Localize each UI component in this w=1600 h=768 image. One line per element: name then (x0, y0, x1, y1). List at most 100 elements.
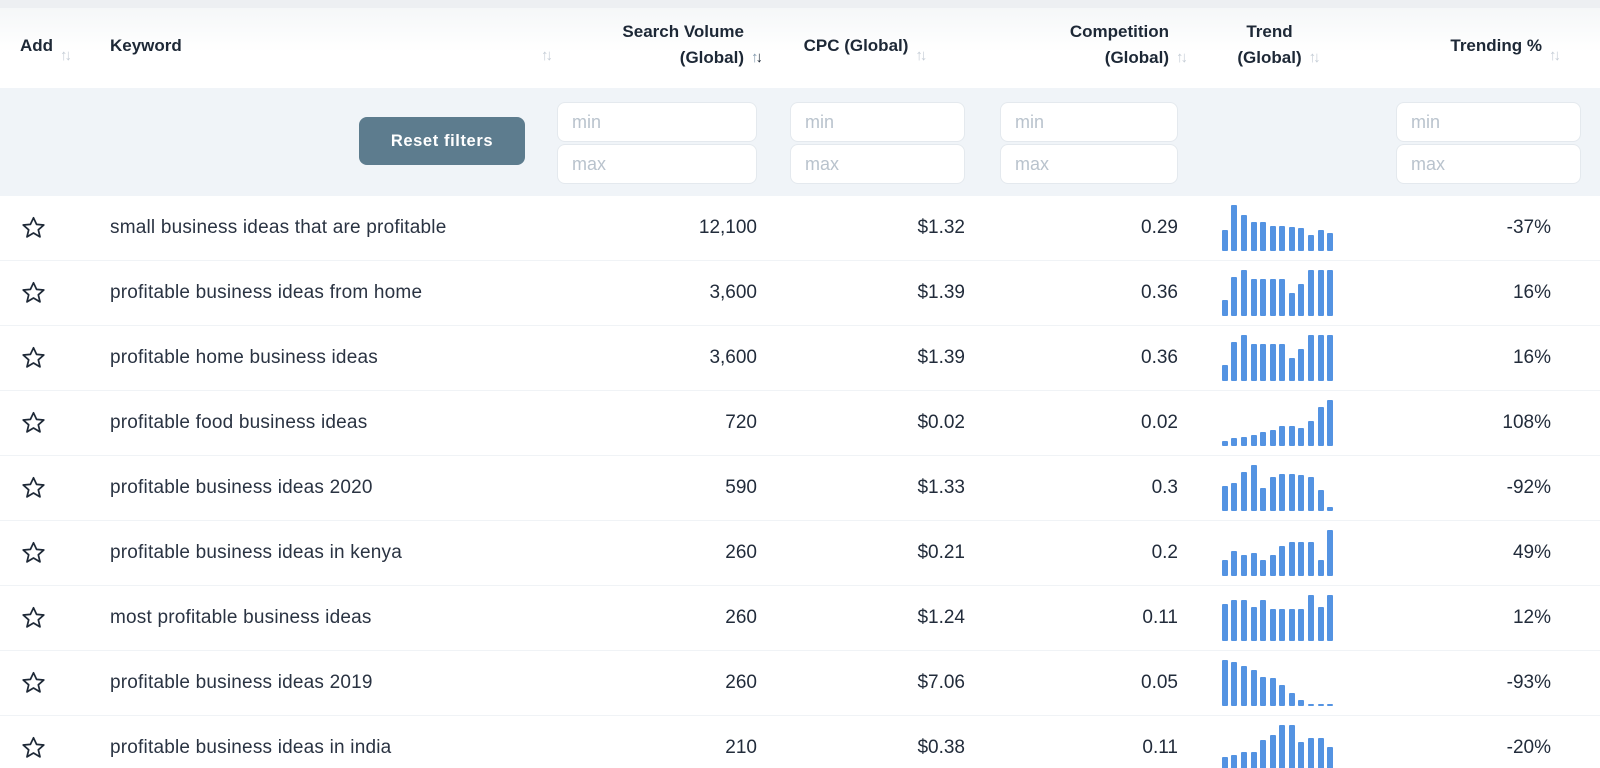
column-header-competition: Competition (Global) ↑↓ (968, 19, 1188, 70)
favorite-star-icon[interactable] (20, 215, 47, 241)
sort-icon-add[interactable]: ↑↓ (60, 46, 72, 64)
sort-icon-competition[interactable]: ↑↓ (1176, 48, 1188, 66)
column-header-cpc: CPC (Global) ↑↓ (760, 33, 968, 71)
sort-icon-cpc[interactable]: ↑↓ (915, 46, 927, 64)
competition-value: 0.2 (1151, 542, 1178, 563)
add-cell (20, 540, 110, 566)
competition-value: 0.3 (1151, 477, 1178, 498)
table-row: profitable business ideas 2020 590 $1.33… (0, 456, 1600, 521)
sort-icon-trend[interactable]: ↑↓ (1308, 48, 1321, 66)
trend-mini-chart (1221, 465, 1334, 511)
sort-icon-keyword[interactable]: ↑↓ (541, 46, 553, 64)
trend-mini-chart (1221, 725, 1334, 768)
cpc-value: $0.21 (917, 542, 965, 563)
cpc-value: $1.33 (917, 477, 965, 498)
favorite-star-icon[interactable] (20, 280, 47, 306)
search-volume-column-label: Search Volume (Global) (622, 22, 744, 67)
trending-percent-value: -93% (1506, 672, 1551, 693)
sort-icon-trending-percent[interactable]: ↑↓ (1549, 46, 1561, 64)
keyword-text: profitable business ideas in india (110, 737, 392, 758)
top-divider (0, 0, 1600, 8)
keyword-text: small business ideas that are profitable (110, 217, 447, 238)
competition-value: 0.02 (1141, 412, 1178, 433)
trend-cell (1185, 205, 1370, 251)
table-header-row: Add ↑↓ Keyword ↑↓ Search Volume (Global)… (0, 8, 1600, 88)
cpc-value: $1.39 (917, 347, 965, 368)
table-row: profitable business ideas in kenya 260 $… (0, 521, 1600, 586)
add-cell (20, 475, 110, 501)
trend-cell (1185, 660, 1370, 706)
trending-percent-filter (1396, 102, 1581, 186)
table-row: profitable business ideas from home 3,60… (0, 261, 1600, 326)
search-volume-value: 260 (725, 542, 757, 563)
favorite-star-icon[interactable] (20, 605, 47, 631)
search-volume-value: 260 (725, 607, 757, 628)
keyword-text: profitable business ideas 2019 (110, 672, 373, 693)
trend-mini-chart (1221, 400, 1334, 446)
filter-row: Reset filters (0, 88, 1600, 196)
favorite-star-icon[interactable] (20, 475, 47, 501)
trending-max-input[interactable] (1396, 144, 1581, 184)
competition-value: 0.11 (1142, 737, 1178, 758)
add-cell (20, 670, 110, 696)
trending-percent-value: 108% (1502, 412, 1551, 433)
reset-filters-button[interactable]: Reset filters (359, 117, 525, 165)
add-cell (20, 215, 110, 241)
add-cell (20, 605, 110, 631)
cpc-min-input[interactable] (790, 102, 965, 142)
table-row: profitable home business ideas 3,600 $1.… (0, 326, 1600, 391)
search-volume-value: 720 (725, 412, 757, 433)
cpc-value: $1.24 (917, 607, 965, 628)
cpc-filter (790, 102, 965, 186)
trending-percent-value: 12% (1512, 607, 1551, 628)
keyword-text: profitable business ideas 2020 (110, 477, 373, 498)
cpc-value: $1.39 (917, 282, 965, 303)
trend-mini-chart (1221, 595, 1334, 641)
keyword-column-label: Keyword (110, 35, 182, 55)
trending-percent-value: -37% (1506, 217, 1551, 238)
competition-value: 0.05 (1141, 672, 1178, 693)
cpc-max-input[interactable] (790, 144, 965, 184)
keyword-text: most profitable business ideas (110, 607, 372, 628)
cpc-value: $0.02 (917, 412, 965, 433)
search-volume-value: 3,600 (709, 282, 757, 303)
competition-value: 0.36 (1141, 282, 1178, 303)
column-header-search-volume: Search Volume (Global) ↑↓ (550, 19, 763, 70)
column-header-add: Add ↑↓ (20, 33, 110, 71)
trend-column-label: Trend (Global) (1237, 22, 1302, 67)
add-column-label: Add (20, 35, 54, 55)
column-header-keyword: Keyword ↑↓ (110, 33, 553, 71)
trending-min-input[interactable] (1396, 102, 1581, 142)
column-header-trend: Trend (Global) ↑↓ (1185, 19, 1370, 70)
favorite-star-icon[interactable] (20, 540, 47, 566)
search-volume-max-input[interactable] (557, 144, 757, 184)
trend-mini-chart (1221, 335, 1334, 381)
trending-percent-value: 16% (1512, 282, 1551, 303)
table-row: small business ideas that are profitable… (0, 196, 1600, 261)
favorite-star-icon[interactable] (20, 345, 47, 371)
search-volume-min-input[interactable] (557, 102, 757, 142)
favorite-star-icon[interactable] (20, 670, 47, 696)
trend-cell (1185, 595, 1370, 641)
trending-percent-value: 16% (1512, 347, 1551, 368)
competition-min-input[interactable] (1000, 102, 1178, 142)
table-row: most profitable business ideas 260 $1.24… (0, 586, 1600, 651)
add-cell (20, 345, 110, 371)
favorite-star-icon[interactable] (20, 735, 47, 761)
competition-filter (1000, 102, 1178, 186)
column-header-trending-percent: Trending % ↑↓ (1370, 33, 1560, 71)
keyword-text: profitable business ideas from home (110, 282, 423, 303)
favorite-star-icon[interactable] (20, 410, 47, 436)
trend-cell (1185, 530, 1370, 576)
cpc-column-label: CPC (Global) (803, 35, 909, 55)
cpc-value: $1.32 (917, 217, 965, 238)
competition-max-input[interactable] (1000, 144, 1178, 184)
search-volume-value: 210 (725, 737, 757, 758)
trend-cell (1185, 725, 1370, 768)
competition-value: 0.29 (1141, 217, 1178, 238)
trend-cell (1185, 335, 1370, 381)
sort-icon-search-volume[interactable]: ↑↓ (751, 48, 763, 66)
competition-value: 0.36 (1141, 347, 1178, 368)
cpc-value: $7.06 (917, 672, 965, 693)
